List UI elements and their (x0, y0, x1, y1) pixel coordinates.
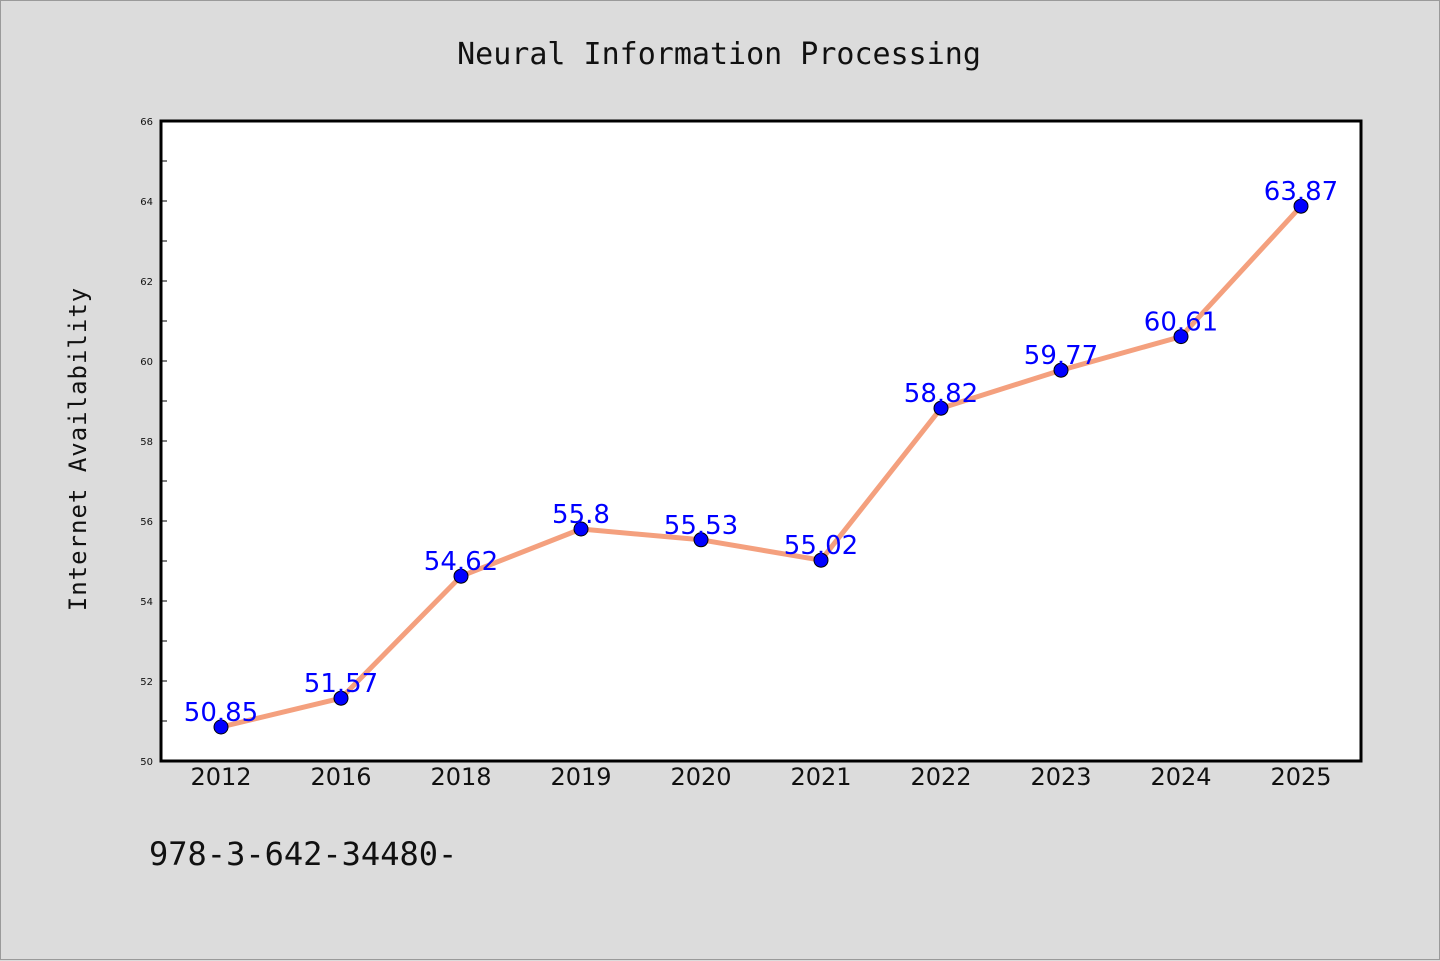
data-label: 51.57 (304, 669, 378, 699)
x-tick-label: 2024 (1150, 763, 1211, 791)
x-tick-label: 2023 (1030, 763, 1091, 791)
data-label: 58.82 (904, 379, 978, 409)
data-label: 55.02 (784, 531, 858, 561)
x-tick-label: 2021 (790, 763, 851, 791)
y-tick-label: 56 (140, 517, 153, 528)
y-tick-label: 64 (140, 197, 153, 208)
data-point (933, 400, 949, 416)
plot-area (161, 121, 1361, 761)
data-point (693, 532, 709, 548)
data-label: 55.8 (552, 500, 610, 530)
x-tick-label: 2012 (190, 763, 251, 791)
data-point (333, 690, 349, 706)
x-tick-label: 2018 (430, 763, 491, 791)
x-tick-label: 2025 (1270, 763, 1331, 791)
y-tick-label: 60 (140, 357, 153, 368)
y-tick-label: 66 (140, 117, 153, 128)
data-markers (213, 198, 1309, 735)
chart-title: Neural Information Processing (457, 37, 981, 72)
data-label: 63.87 (1264, 177, 1338, 207)
data-label: 60.61 (1144, 308, 1218, 338)
x-tick-label: 2022 (910, 763, 971, 791)
data-point (813, 552, 829, 568)
series-line (218, 203, 1304, 730)
plot-border (159, 119, 1363, 763)
y-tick-label: 50 (140, 757, 153, 768)
x-tick-label: 2019 (550, 763, 611, 791)
x-tick-label: 2020 (670, 763, 731, 791)
y-tick-label: 52 (140, 677, 153, 688)
y-tick-label: 58 (140, 437, 153, 448)
data-point (573, 521, 589, 537)
data-label: 50.85 (184, 698, 258, 728)
y-axis: 50 52 54 56 58 60 62 64 66 (140, 117, 167, 768)
data-label: 55.53 (664, 511, 738, 541)
y-axis-label: Internet Availability (64, 287, 92, 611)
data-point (453, 568, 469, 584)
y-tick-label: 54 (140, 597, 153, 608)
data-labels: 50.85 51.57 54.62 55.8 55.53 55.02 58.82 59.77 6… (184, 177, 1338, 728)
x-axis: 2012 2016 2018 2019 2020 2021 2022 2023 2024 2025 (190, 763, 1331, 791)
data-point (1053, 362, 1069, 378)
data-point (1173, 329, 1189, 345)
x-tick-label: 2016 (310, 763, 371, 791)
data-label: 59.77 (1024, 341, 1098, 371)
data-label: 54.62 (424, 547, 498, 577)
data-point (213, 719, 229, 735)
data-point (1293, 198, 1309, 214)
footnote-isbn: 978-3-642-34480- (149, 835, 457, 873)
y-tick-label: 62 (140, 277, 153, 288)
